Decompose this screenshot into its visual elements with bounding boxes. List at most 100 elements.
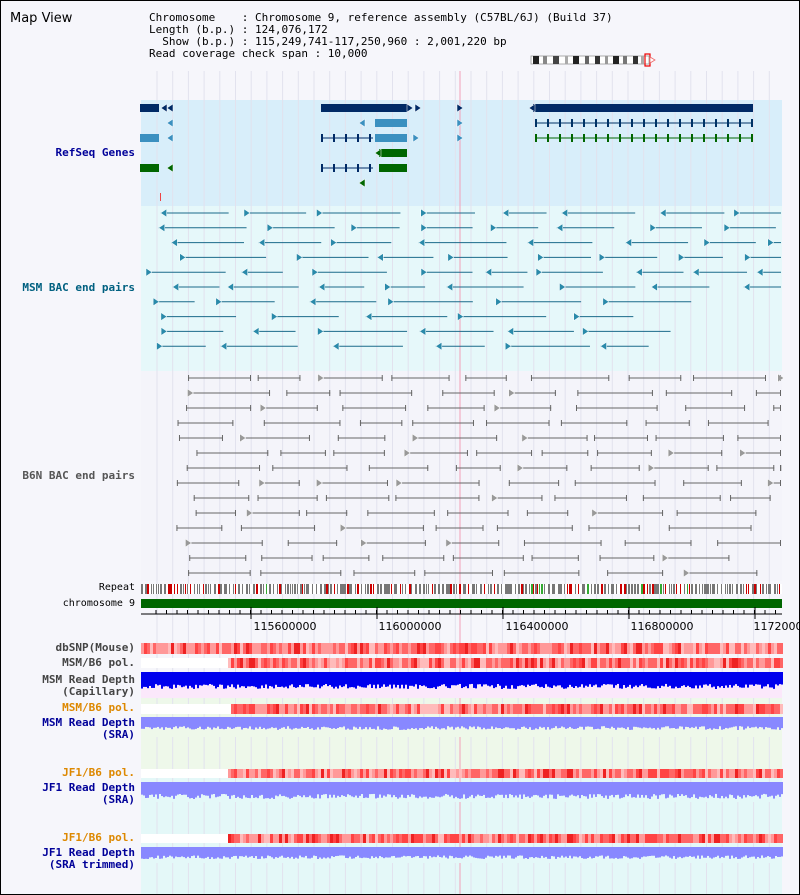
depth-bar [511, 847, 513, 859]
track-label-jf1-b6-pol[interactable]: JF1/B6 pol. [62, 766, 135, 779]
depth-bar [201, 672, 203, 686]
depth-bar [655, 847, 657, 858]
polymorphism-cell [510, 658, 513, 668]
repeat-element [287, 584, 289, 594]
depth-bar [597, 717, 599, 729]
depth-bar [427, 782, 429, 799]
polymorphism-cell [630, 704, 633, 714]
depth-bar [773, 847, 775, 859]
depth-bar [155, 672, 157, 685]
depth-bar [649, 782, 651, 799]
polymorphism-cell [147, 704, 150, 714]
track-label-msm-bac[interactable]: MSM BAC end pairs [22, 281, 135, 294]
depth-bar [315, 847, 317, 857]
depth-bar [657, 782, 659, 799]
depth-bar [377, 847, 379, 859]
track-label-jf1-depth-sra[interactable]: JF1 Read Depth [42, 781, 135, 794]
b6n-bac-arrow [185, 538, 192, 548]
polymorphism-cell [627, 769, 630, 778]
info-show-range: Show (b.p.) : 115,249,741-117,250,960 : … [149, 35, 507, 48]
polymorphism-cell [603, 643, 606, 654]
depth-bar [585, 847, 587, 859]
depth-bar [323, 847, 325, 858]
depth-bar [561, 717, 563, 727]
repeat-element [158, 584, 159, 594]
track-label-dbsnp[interactable]: dbSNP(Mouse) [55, 641, 135, 654]
depth-bar [399, 717, 401, 730]
gene-exon [655, 134, 657, 142]
depth-bar [359, 782, 361, 796]
depth-bar [209, 717, 211, 728]
depth-bar [453, 847, 455, 859]
depth-bar [283, 782, 285, 796]
polymorphism-cell [189, 834, 192, 843]
polymorphism-cell [678, 704, 681, 714]
depth-bar [395, 717, 397, 727]
polymorphism-cell [633, 643, 636, 654]
polymorphism-cell [687, 769, 690, 778]
polymorphism-cell [567, 643, 570, 654]
polymorphism-cell [615, 704, 618, 714]
depth-bar [499, 672, 501, 686]
polymorphism-cell [633, 834, 636, 843]
depth-bar [539, 672, 541, 688]
depth-bar [739, 847, 741, 859]
polymorphism-cell [579, 834, 582, 843]
b6n-bac-end [260, 570, 262, 576]
polymorphism-cell [300, 834, 303, 843]
polymorphism-cell [672, 704, 675, 714]
polymorphism-cell [597, 769, 600, 778]
track-label-jf1-b6-pol-2[interactable]: JF1/B6 pol. [62, 831, 135, 844]
b6n-bac-end [566, 465, 568, 471]
depth-bar [229, 672, 231, 687]
track-label-msm-depth-cap[interactable]: MSM Read Depth [42, 673, 135, 686]
polymorphism-cell [780, 704, 783, 714]
polymorphism-cell [732, 643, 735, 654]
depth-bar [257, 782, 259, 799]
repeat-element [411, 584, 412, 594]
polymorphism-cell [402, 769, 405, 778]
track-label-msm-b6-pol[interactable]: MSM/B6 pol. [62, 656, 135, 669]
polymorphism-cell [417, 769, 420, 778]
polymorphism-cell [228, 643, 231, 654]
depth-bar [481, 717, 483, 730]
depth-bar [205, 672, 207, 685]
depth-bar [499, 782, 501, 795]
b6n-bac-end [424, 540, 426, 546]
depth-bar [401, 847, 403, 857]
chromosome-ideogram[interactable] [529, 53, 659, 67]
polymorphism-cell [396, 769, 399, 778]
b6n-bac-end [571, 525, 573, 531]
polymorphism-cell [657, 704, 660, 714]
b6n-bac-end [245, 555, 247, 561]
depth-bar [279, 782, 281, 795]
polymorphism-cell [606, 643, 609, 654]
depth-bar [773, 672, 775, 689]
depth-bar [201, 847, 203, 859]
chromosome-info: Chromosome : Chromosome 9, reference ass… [149, 12, 613, 60]
track-label-msm-b6-pol-2[interactable]: MSM/B6 pol. [62, 701, 135, 714]
polymorphism-cell [636, 643, 639, 654]
gene-exon [631, 134, 633, 142]
depth-bar [157, 717, 159, 727]
depth-bar [723, 847, 725, 858]
depth-bar [381, 717, 383, 730]
b6n-bac-end [472, 420, 474, 426]
depth-bar [277, 847, 279, 858]
track-label-jf1-depth-trim[interactable]: JF1 Read Depth [42, 846, 135, 859]
polymorphism-cell [156, 643, 159, 654]
polymorphism-cell [330, 658, 333, 668]
track-label-refseq[interactable]: RefSeq Genes [55, 146, 135, 159]
depth-bar [181, 717, 183, 727]
gene-exon [715, 119, 717, 127]
track-label-msm-depth-sra[interactable]: MSM Read Depth [42, 716, 135, 729]
polymorphism-cell [354, 704, 357, 714]
track-label-b6n-bac[interactable]: B6N BAC end pairs [22, 469, 135, 482]
depth-bar [273, 782, 275, 799]
depth-bar [617, 672, 619, 684]
b6n-bac-end [773, 405, 775, 411]
depth-bar [627, 782, 629, 797]
depth-bar [515, 672, 517, 689]
gene-exon [607, 119, 609, 127]
